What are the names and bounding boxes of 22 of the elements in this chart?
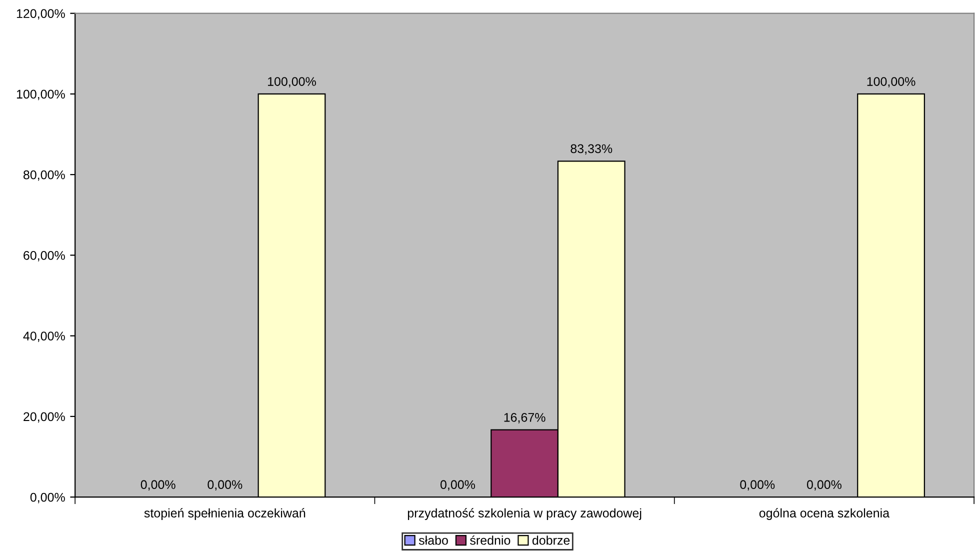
data-label: 100,00% — [268, 77, 316, 88]
data-label: 0,00% — [806, 480, 842, 491]
data-label: 0,00% — [140, 480, 176, 491]
legend-label: dobrze — [532, 536, 570, 545]
legend-label: słabo — [418, 536, 448, 545]
x-tick-label: stopień spełnienia oczekiwań — [144, 508, 306, 520]
y-tick-label: 60,00% — [24, 251, 65, 262]
data-label: 83,33% — [570, 144, 612, 155]
legend-label: średnio — [470, 535, 510, 545]
data-label: 100,00% — [867, 77, 916, 88]
x-tick-label: ogólna ocena szkolenia — [759, 508, 890, 520]
x-tick-label: przydatność szkolenia w pracy zawodowej — [408, 508, 642, 520]
data-label: 0,00% — [440, 480, 476, 491]
y-tick-label: 20,00% — [24, 412, 65, 423]
data-label: 0,00% — [740, 480, 775, 491]
y-tick-label: 80,00% — [24, 170, 65, 181]
y-tick-label: 0,00% — [30, 492, 65, 504]
data-label: 16,67% — [504, 412, 546, 424]
y-tick-label: 40,00% — [23, 332, 65, 342]
y-tick-label: 100,00% — [16, 90, 65, 100]
data-label: 0,00% — [208, 480, 242, 491]
y-tick-label: 120,00% — [16, 9, 65, 20]
